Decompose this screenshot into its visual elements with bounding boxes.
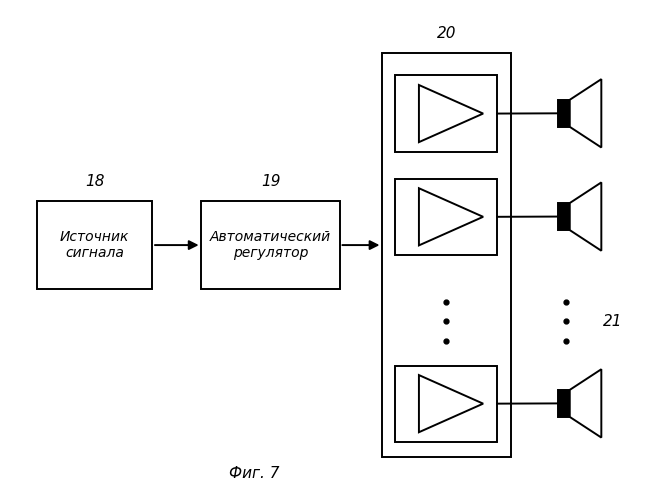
Polygon shape <box>419 85 483 142</box>
Polygon shape <box>419 188 483 246</box>
Polygon shape <box>569 79 601 148</box>
Polygon shape <box>569 369 601 438</box>
Bar <box>558 100 569 127</box>
Bar <box>202 201 340 290</box>
Text: 18: 18 <box>85 174 105 188</box>
Bar <box>558 390 569 417</box>
Polygon shape <box>419 375 483 432</box>
Text: 21: 21 <box>603 314 622 329</box>
Bar <box>382 54 511 456</box>
Text: Фиг. 7: Фиг. 7 <box>229 466 279 481</box>
Bar <box>396 178 498 255</box>
Bar <box>37 201 152 290</box>
Polygon shape <box>569 182 601 250</box>
Bar <box>396 366 498 442</box>
Bar <box>558 203 569 230</box>
Text: Автоматический
регулятор: Автоматический регулятор <box>210 230 331 260</box>
Text: 20: 20 <box>437 26 456 41</box>
Bar <box>396 76 498 152</box>
Text: Источник
сигнала: Источник сигнала <box>60 230 129 260</box>
Text: 19: 19 <box>261 174 280 188</box>
